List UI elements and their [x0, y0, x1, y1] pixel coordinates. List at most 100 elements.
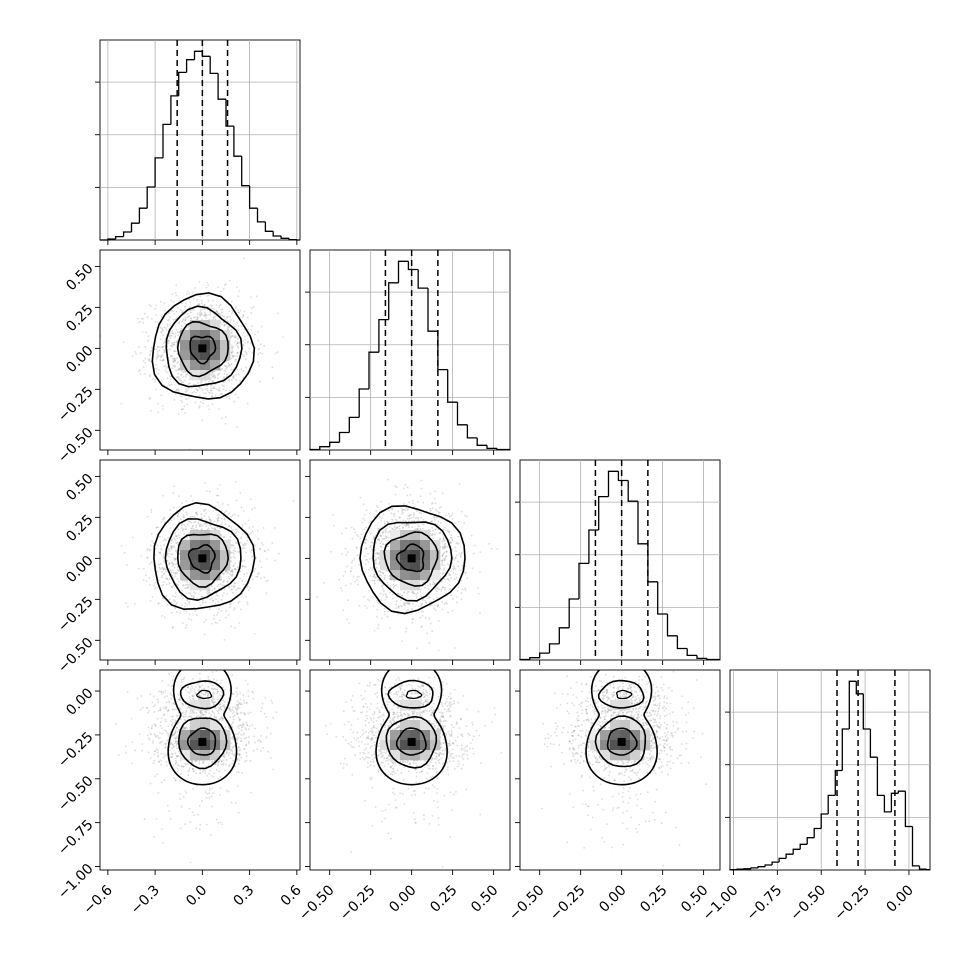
data-point	[185, 624, 188, 626]
data-point	[218, 304, 221, 307]
data-point	[175, 735, 178, 738]
data-point	[194, 383, 196, 386]
data-point	[237, 342, 239, 345]
data-point	[256, 575, 259, 578]
data-point	[170, 299, 173, 302]
data-point	[159, 551, 161, 553]
data-point	[146, 549, 149, 551]
data-point	[185, 388, 187, 391]
data-point	[174, 336, 177, 339]
data-point	[191, 292, 194, 294]
data-point	[345, 584, 347, 587]
data-point	[451, 518, 454, 520]
data-point	[165, 583, 168, 586]
data-point	[257, 330, 259, 333]
data-point	[172, 506, 175, 509]
data-point	[233, 607, 236, 610]
data-point	[153, 584, 156, 587]
data-point	[207, 299, 210, 302]
data-point	[185, 525, 187, 528]
data-point	[204, 308, 206, 311]
data-point	[169, 549, 171, 552]
data-point	[223, 376, 225, 379]
data-point	[416, 647, 418, 650]
data-point	[231, 310, 234, 313]
data-point	[204, 314, 207, 317]
data-point	[158, 368, 160, 371]
data-point	[177, 334, 180, 337]
data-point	[201, 684, 203, 687]
data-point	[169, 324, 172, 327]
data-point	[454, 522, 457, 524]
histogram-bar	[806, 837, 815, 845]
data-point	[164, 365, 167, 367]
histogram-bar	[115, 235, 124, 239]
data-point	[204, 312, 206, 314]
data-point	[170, 354, 173, 357]
data-point	[162, 707, 165, 710]
data-point	[488, 542, 490, 545]
data-point	[148, 576, 151, 579]
data-point	[210, 371, 213, 373]
data-point	[221, 522, 224, 524]
data-point	[168, 548, 170, 551]
data-point	[220, 578, 223, 581]
data-point	[188, 600, 191, 603]
data-point	[277, 351, 279, 353]
data-point	[171, 330, 174, 333]
data-point	[235, 426, 238, 428]
data-point	[139, 320, 142, 323]
data-point	[236, 528, 239, 531]
data-point	[184, 412, 186, 414]
data-point	[201, 380, 204, 383]
data-point	[149, 756, 152, 759]
data-point	[168, 384, 171, 387]
data-point	[164, 720, 167, 723]
data-point	[188, 315, 191, 317]
data-point	[377, 624, 380, 626]
data-point	[214, 394, 217, 397]
data-point	[171, 344, 173, 347]
data-point	[380, 500, 382, 503]
data-point	[218, 372, 221, 375]
data-point	[162, 568, 165, 571]
data-point	[182, 509, 185, 512]
data-point	[242, 376, 245, 379]
data-point	[162, 597, 165, 600]
data-point	[411, 618, 414, 621]
data-point	[237, 309, 240, 311]
data-point	[251, 351, 254, 354]
data-point	[209, 608, 211, 611]
data-point	[233, 549, 235, 552]
data-point	[159, 551, 162, 554]
data-point	[241, 565, 244, 568]
data-point	[147, 339, 150, 342]
data-point	[243, 702, 246, 704]
data-point	[221, 315, 224, 317]
data-point	[154, 380, 157, 383]
data-point	[168, 562, 171, 565]
data-point	[223, 592, 225, 594]
data-point	[431, 503, 433, 505]
data-point	[174, 325, 177, 328]
data-point	[172, 333, 175, 335]
data-point	[184, 319, 187, 322]
data-point	[213, 587, 216, 590]
data-point	[156, 544, 159, 547]
data-point	[208, 786, 211, 789]
data-point	[196, 514, 198, 516]
data-point	[231, 551, 234, 554]
data-point	[230, 368, 233, 371]
data-point	[162, 553, 165, 556]
data-point	[221, 823, 224, 825]
data-point	[218, 527, 221, 530]
data-point	[168, 582, 171, 585]
data-point	[257, 353, 260, 356]
data-point	[174, 335, 177, 337]
data-point	[180, 380, 183, 382]
data-point	[219, 794, 221, 796]
data-point	[255, 575, 257, 578]
data-point	[170, 355, 173, 358]
data-point	[125, 602, 127, 605]
data-point	[170, 344, 173, 347]
